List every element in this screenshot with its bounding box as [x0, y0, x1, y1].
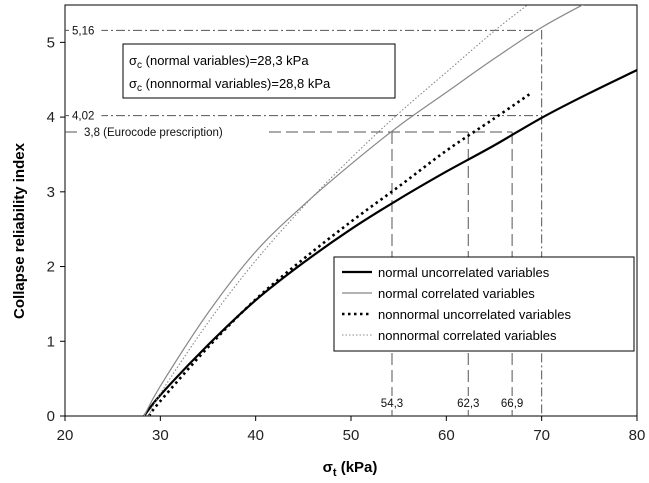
y-axis-title: Collapse reliability index — [11, 142, 28, 319]
y-tick-label: 4 — [47, 109, 55, 126]
series-lines — [143, 5, 637, 416]
series-line — [148, 5, 528, 416]
legend-label: normal uncorrelated variables — [378, 265, 550, 280]
reference-label-background — [452, 396, 485, 410]
series-line — [143, 5, 584, 416]
x-axis-ticks: 20 30 40 50 60 70 80 — [57, 416, 646, 444]
reference-label-background — [496, 396, 529, 410]
x-tick-label: 60 — [438, 427, 455, 444]
reference-label-vertical: 62,3 — [457, 398, 479, 410]
x-tick-label: 70 — [533, 427, 550, 444]
legend: normal uncorrelated variables normal corr… — [333, 256, 635, 352]
x-tick-label: 20 — [57, 427, 74, 444]
y-tick-label: 3 — [47, 184, 55, 201]
x-tick-label: 30 — [152, 427, 169, 444]
legend-frame — [333, 256, 635, 352]
info-line-nonnormal: σc (nonnormal variables)=28,8 kPa — [129, 76, 331, 94]
x-axis-title-unit: (kPa) — [337, 459, 378, 476]
y-tick-label: 1 — [47, 333, 55, 350]
y-tick-label: 2 — [47, 259, 55, 276]
reference-label-horizontal: 4,02 — [72, 111, 94, 123]
y-axis-ticks: 0 1 2 3 4 5 — [47, 34, 65, 425]
x-axis-title-symbol: σ — [323, 459, 333, 476]
reference-label-horizontal: 5,16 — [72, 25, 94, 37]
x-tick-label: 40 — [247, 427, 264, 444]
legend-label: normal correlated variables — [378, 286, 535, 301]
x-axis-title: σt (kPa) — [323, 459, 378, 479]
y-tick-label: 5 — [47, 34, 55, 51]
info-box: σc (normal variables)=28,3 kPa σc (nonno… — [122, 43, 396, 99]
y-tick-label: 0 — [47, 408, 55, 425]
series-line — [147, 91, 533, 416]
reference-label-background — [81, 124, 266, 140]
x-tick-label: 80 — [629, 427, 646, 444]
series-line — [143, 69, 637, 416]
reference-labels: 5,16 4,02 3,8 (Eurocode prescription) 54,3 6… — [69, 22, 529, 410]
info-box-frame — [122, 43, 396, 99]
reference-label-background — [69, 107, 102, 123]
reference-label-background — [69, 22, 102, 38]
x-tick-label: 50 — [343, 427, 360, 444]
reference-label-vertical: 54,3 — [381, 398, 403, 410]
info-line-normal: σc (normal variables)=28,3 kPa — [129, 53, 309, 71]
reference-label-vertical: 66,9 — [501, 398, 523, 410]
legend-label: nonnormal uncorrelated variables — [378, 307, 571, 322]
legend-label: nonnormal correlated variables — [378, 328, 557, 343]
reference-label-background — [375, 396, 408, 410]
reference-label-horizontal: 3,8 (Eurocode prescription) — [84, 127, 223, 139]
x-axis-title-subscript: t — [333, 467, 337, 479]
